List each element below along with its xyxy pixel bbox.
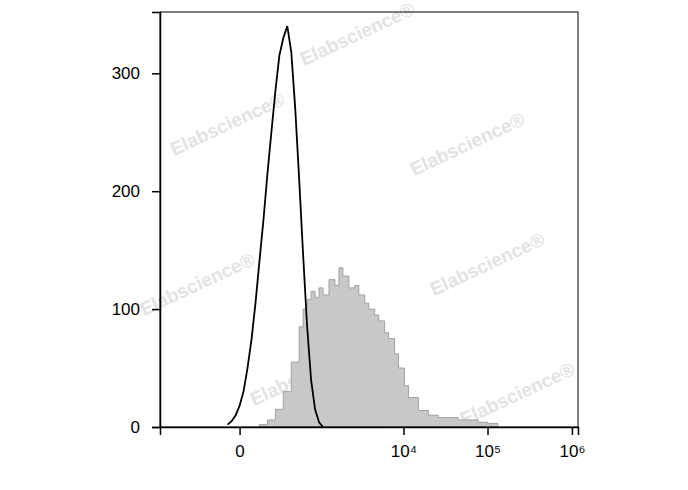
y-tick-mark bbox=[152, 191, 160, 193]
watermark: Elabscience® bbox=[457, 358, 578, 429]
x-tick-mark bbox=[403, 427, 405, 435]
plot-area bbox=[228, 26, 498, 427]
x-axis: 0 10⁴ 10⁵ 10⁶ bbox=[161, 427, 586, 461]
watermark: Elabscience® bbox=[407, 108, 528, 179]
y-tick-label: 0 bbox=[131, 418, 140, 437]
watermark: Elabscience® bbox=[427, 228, 548, 299]
x-tick: 10⁴ bbox=[391, 427, 417, 461]
x-tick-mark bbox=[487, 427, 489, 435]
x-tick-mark bbox=[572, 427, 574, 435]
x-tick: 10⁵ bbox=[475, 427, 501, 461]
y-tick: 100 bbox=[112, 300, 160, 319]
watermark: Elabscience® bbox=[137, 248, 258, 319]
histogram-area bbox=[259, 268, 498, 427]
x-tick-label: 10⁴ bbox=[391, 442, 417, 461]
watermark: Elabscience® bbox=[297, 0, 418, 70]
y-axis: 0 100 200 300 bbox=[112, 13, 161, 437]
x-tick-label: 10⁶ bbox=[559, 442, 585, 461]
y-tick-label: 200 bbox=[112, 182, 140, 201]
watermarks: Elabscience® Elabscience® Elabscience® Elab… bbox=[137, 0, 578, 430]
y-tick: 200 bbox=[112, 182, 160, 201]
x-axis-line bbox=[161, 428, 579, 436]
y-tick-mark bbox=[152, 427, 160, 429]
plot-frame bbox=[160, 12, 578, 427]
y-tick: 300 bbox=[112, 64, 160, 83]
chart: Elabscience® Elabscience® Elabscience® Elab… bbox=[0, 0, 688, 490]
y-tick-label: 100 bbox=[112, 300, 140, 319]
histogram-line bbox=[228, 26, 324, 427]
y-tick-label: 300 bbox=[112, 64, 140, 83]
x-tick-label: 0 bbox=[235, 442, 244, 461]
y-tick-mark bbox=[152, 309, 160, 311]
y-tick: 0 bbox=[131, 418, 160, 437]
x-tick-label: 10⁵ bbox=[475, 442, 501, 461]
x-tick: 0 bbox=[235, 427, 244, 461]
y-tick-mark bbox=[152, 73, 160, 75]
y-axis-line bbox=[152, 13, 161, 428]
x-tick-mark bbox=[239, 427, 241, 435]
x-tick: 10⁶ bbox=[559, 427, 585, 461]
